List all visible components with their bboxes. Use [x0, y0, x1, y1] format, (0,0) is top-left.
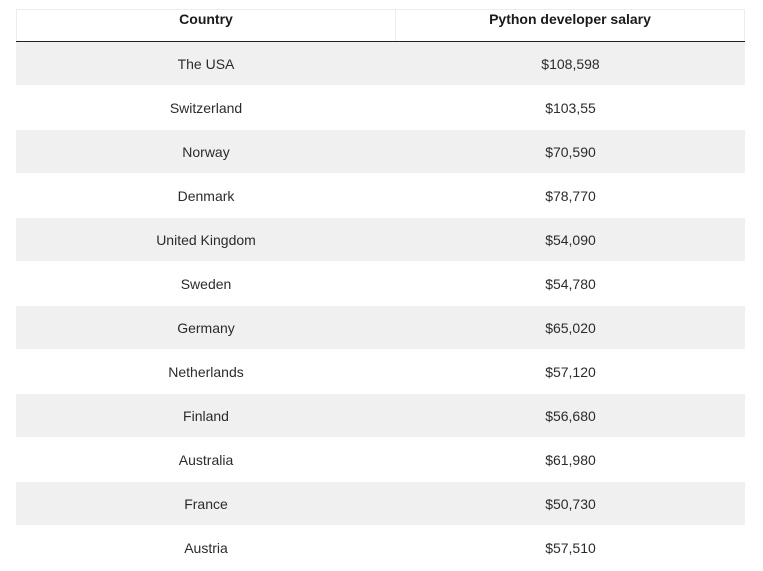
country-cell: United Kingdom — [156, 231, 256, 248]
salary-cell: $57,510 — [545, 539, 596, 556]
table-row: Austria $57,510 — [16, 526, 745, 570]
salary-cell: $54,090 — [545, 231, 596, 248]
country-cell: Denmark — [177, 187, 235, 204]
country-cell: Norway — [182, 143, 230, 160]
country-cell: Netherlands — [168, 363, 244, 380]
table-body: The USA $108,598 Switzerland $103,55 Nor… — [16, 42, 745, 570]
salary-cell: $70,590 — [545, 143, 596, 160]
table-header: Country Python developer salary — [16, 9, 745, 42]
table-row: Australia $61,980 — [16, 438, 745, 482]
column-header-country: Country — [16, 10, 396, 41]
table-row: Finland $56,680 — [16, 394, 745, 438]
salary-cell: $54,780 — [545, 275, 596, 292]
table-row: Sweden $54,780 — [16, 262, 745, 306]
country-cell: Finland — [183, 407, 229, 424]
table-row: France $50,730 — [16, 482, 745, 526]
table-row: Switzerland $103,55 — [16, 86, 745, 130]
salary-cell: $65,020 — [545, 319, 596, 336]
country-cell: Australia — [178, 451, 234, 468]
table-row: The USA $108,598 — [16, 42, 745, 86]
salary-table: Country Python developer salary The USA … — [16, 9, 745, 570]
country-cell: The USA — [177, 55, 235, 72]
salary-cell: $56,680 — [545, 407, 596, 424]
table-row: Norway $70,590 — [16, 130, 745, 174]
table-row: Germany $65,020 — [16, 306, 745, 350]
salary-cell: $103,55 — [545, 99, 596, 116]
column-header-salary: Python developer salary — [396, 10, 745, 41]
table-row: Denmark $78,770 — [16, 174, 745, 218]
salary-cell: $61,980 — [545, 451, 596, 468]
salary-cell: $108,598 — [541, 55, 600, 72]
country-cell: Austria — [184, 539, 228, 556]
country-cell: Switzerland — [169, 99, 243, 116]
country-cell: Sweden — [180, 275, 232, 292]
salary-cell: $57,120 — [545, 363, 596, 380]
salary-cell: $50,730 — [545, 495, 596, 512]
table-row: United Kingdom $54,090 — [16, 218, 745, 262]
country-cell: France — [184, 495, 228, 512]
salary-cell: $78,770 — [545, 187, 596, 204]
country-cell: Germany — [177, 319, 235, 336]
table-row: Netherlands $57,120 — [16, 350, 745, 394]
